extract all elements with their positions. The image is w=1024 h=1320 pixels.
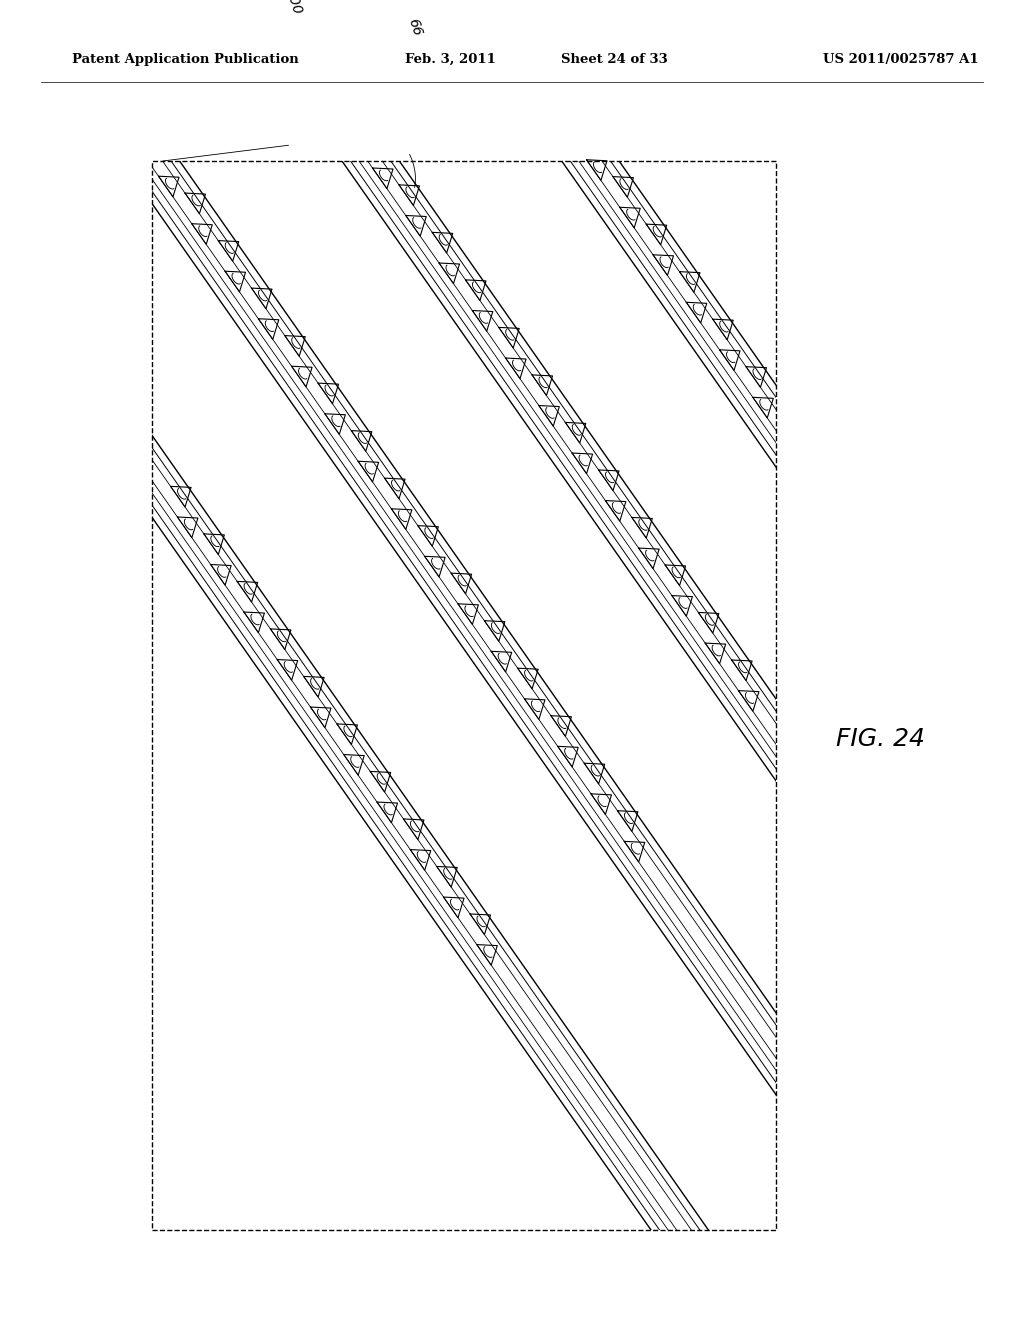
Text: 66: 66 — [406, 17, 424, 38]
Text: Patent Application Publication: Patent Application Publication — [72, 53, 298, 66]
Bar — [152, 161, 776, 1230]
Text: FIG. 24: FIG. 24 — [837, 727, 925, 751]
Text: US 2011/0025787 A1: US 2011/0025787 A1 — [823, 53, 979, 66]
Text: Feb. 3, 2011: Feb. 3, 2011 — [406, 53, 496, 66]
Text: Sheet 24 of 33: Sheet 24 of 33 — [561, 53, 668, 66]
Text: 200: 200 — [283, 0, 304, 16]
